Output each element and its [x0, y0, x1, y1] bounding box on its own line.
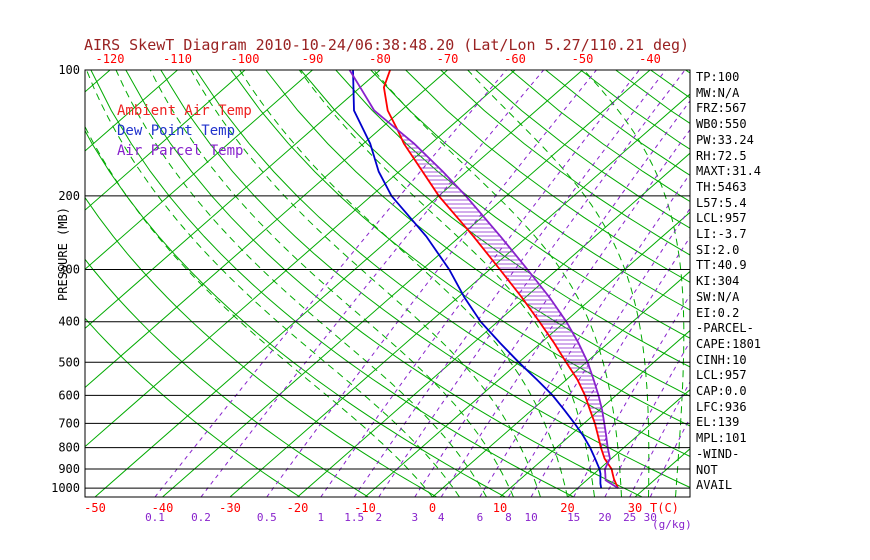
- mixing-ratio-tick: 1.5: [344, 511, 364, 524]
- bottom-temp-tick: 30: [628, 501, 642, 515]
- stats-line: CAP:0.0: [696, 384, 747, 399]
- legend-dew-point-temp: Dew Point Temp: [117, 123, 236, 139]
- bottom-temp-tick: -40: [152, 501, 174, 515]
- stats-line: CAPE:1801: [696, 336, 762, 351]
- pressure-tick: 800: [58, 441, 80, 455]
- top-temp-tick: -60: [504, 52, 526, 66]
- pressure-tick: 200: [58, 189, 80, 203]
- plot-border: [84, 69, 691, 498]
- bottom-temp-tick: 20: [560, 501, 574, 515]
- mixing-ratio-tick: 1: [317, 511, 324, 524]
- top-temp-tick: -70: [437, 52, 459, 66]
- stats-line: WB0:550: [696, 117, 747, 132]
- stats-line: EL:139: [696, 415, 740, 430]
- top-temp-tick: -80: [369, 52, 391, 66]
- stats-line: TT:40.9: [696, 258, 747, 273]
- stats-line: LCL:957: [696, 368, 747, 383]
- mixing-ratio-tick: 0.5: [257, 511, 277, 524]
- stats-line: RH:72.5: [696, 148, 747, 163]
- top-temp-tick: -50: [572, 52, 594, 66]
- pressure-tick: 300: [58, 263, 80, 277]
- mixing-ratio-tick: 15: [567, 511, 580, 524]
- stats-line: CINH:10: [696, 352, 747, 367]
- mixing-ratio-tick: 8: [505, 511, 512, 524]
- stats-line: -WIND-: [696, 446, 740, 461]
- temp-unit-label: T(C): [650, 501, 679, 515]
- parcel-temp-curve: [348, 70, 619, 489]
- stats-line: FRZ:567: [696, 101, 747, 116]
- mixing-ratio-tick: 30: [644, 511, 657, 524]
- stats-line: PW:33.24: [696, 132, 754, 147]
- stats-line: TH:5463: [696, 179, 747, 194]
- pressure-tick: 100: [58, 63, 80, 77]
- stats-line: SW:N/A: [696, 289, 740, 304]
- top-temp-tick: -90: [302, 52, 324, 66]
- bottom-temp-tick: -20: [287, 501, 309, 515]
- legend-air-parcel-temp: Air Parcel Temp: [117, 143, 244, 159]
- stats-line: LCL:957: [696, 211, 747, 226]
- stats-panel: TP:100 MW:N/A FRZ:567 WB0:550 PW:33.24 RH:72.…: [696, 70, 761, 494]
- stats-line: LI:-3.7: [696, 227, 747, 242]
- pressure-tick: 400: [58, 315, 80, 329]
- pressure-axis-label: PRESSURE (MB): [56, 207, 70, 301]
- bottom-temp-tick: -30: [219, 501, 241, 515]
- stats-line: KI:304: [696, 274, 740, 289]
- stats-line: AVAIL: [696, 478, 733, 493]
- bottom-temp-tick: 10: [493, 501, 507, 515]
- pressure-tick: 900: [58, 462, 80, 476]
- stats-line: MW:N/A: [696, 85, 740, 100]
- stats-line: L57:5.4: [696, 195, 747, 210]
- pressure-tick: 700: [58, 416, 80, 430]
- stats-line: SI:2.0: [696, 242, 740, 257]
- pressure-tick: 1000: [51, 481, 80, 495]
- stats-line: LFC:936: [696, 399, 747, 414]
- pressure-tick: 600: [58, 388, 80, 402]
- cape-hatch: [398, 131, 610, 461]
- bottom-temp-tick: -50: [84, 501, 106, 515]
- ambient-temp-curve: [382, 70, 619, 489]
- top-temp-tick: -120: [96, 52, 125, 66]
- axis-labels: -120 -110 -100 -90 -80 -70 -60 -50 -40-50 -40 -30-…: [51, 52, 692, 531]
- legend-ambient-air-temp: Ambient Air Temp: [117, 103, 252, 119]
- dry-adiabats: [85, 70, 690, 497]
- plot-area: [85, 70, 690, 497]
- stats-line: -PARCEL-: [696, 321, 754, 336]
- top-temp-tick: -40: [639, 52, 661, 66]
- stats-line: EI:0.2: [696, 305, 740, 320]
- mixing-ratio-tick: 20: [598, 511, 611, 524]
- mixing-ratio-tick: 6: [477, 511, 484, 524]
- stats-line: TP:100: [696, 70, 740, 84]
- mixing-unit-label: (g/kg): [652, 518, 692, 531]
- mixing-ratio-tick: 2: [375, 511, 382, 524]
- mixing-ratio-tick: 3: [411, 511, 418, 524]
- mixing-ratio-tick: 4: [438, 511, 445, 524]
- mixing-ratio-tick: 0.2: [191, 511, 211, 524]
- dew-point-curve: [352, 70, 603, 489]
- mixing-ratio-tick: 25: [623, 511, 636, 524]
- top-temp-tick: -110: [163, 52, 192, 66]
- bottom-temp-tick: -10: [354, 501, 376, 515]
- pressure-tick: 500: [58, 355, 80, 369]
- stats-line: MPL:101: [696, 431, 747, 446]
- mixing-ratio-tick: 10: [524, 511, 537, 524]
- bottom-temp-tick: 0: [429, 501, 436, 515]
- chart-legend: Ambient Air Temp Dew Point Temp Air Parc…: [117, 101, 252, 161]
- chart-title: AIRS SkewT Diagram 2010-10-24/06:38:48.2…: [84, 36, 690, 54]
- top-temp-tick: -100: [231, 52, 260, 66]
- stats-line: NOT: [696, 462, 718, 477]
- mixing-ratio-tick: 0.1: [145, 511, 165, 524]
- stats-line: MAXT:31.4: [696, 164, 762, 179]
